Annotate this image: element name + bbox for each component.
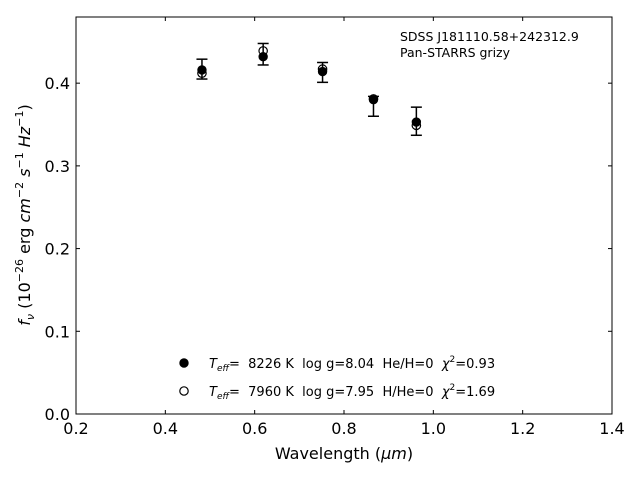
legend-marker-open: [179, 386, 189, 396]
legend-label-model-1: Teff= 8226 K log g=8.04 He/H=0 χ2=0.93: [209, 355, 495, 374]
data-points: [197, 46, 422, 131]
x-tick-label: 1.4: [599, 419, 624, 438]
x-tick-label: 0.2: [63, 419, 88, 438]
x-axis-label: Wavelength (μm): [275, 444, 413, 463]
x-tick-label: 1.0: [421, 419, 446, 438]
annotation-survey: Pan-STARRS grizy: [400, 45, 511, 60]
y-tick-label: 0.4: [45, 74, 70, 93]
legend-marker-filled: [179, 358, 189, 368]
legend-label-model-2: Teff= 7960 K log g=7.95 H/He=0 χ2=1.69: [209, 383, 495, 402]
model-point-filled: [368, 95, 379, 105]
annotation-object-name: SDSS J181110.58+242312.9: [400, 29, 579, 44]
x-tick-label: 1.2: [510, 419, 535, 438]
x-axis: 0.2 0.4 0.6 0.8 1.0 1.2 1.4: [63, 17, 625, 438]
y-axis-label: fν (10−26 erg cm−2 s−1 Hz−1): [13, 104, 37, 325]
x-tick-label: 0.8: [331, 419, 356, 438]
y-tick-label: 0.0: [45, 405, 70, 424]
y-tick-label: 0.3: [45, 157, 70, 176]
y-tick-label: 0.2: [45, 240, 70, 259]
y-axis: 0.0 0.1 0.2 0.3 0.4: [45, 74, 612, 424]
x-tick-label: 0.4: [153, 419, 178, 438]
model-point-filled: [411, 117, 422, 127]
model-point-filled: [317, 66, 328, 77]
model-point-filled: [197, 65, 207, 75]
y-tick-label: 0.1: [45, 322, 70, 341]
plot-area: [75, 16, 613, 415]
legend: Teff= 8226 K log g=8.04 He/H=0 χ2=0.93 T…: [179, 355, 495, 402]
x-tick-label: 0.6: [242, 419, 267, 438]
model-point-filled: [258, 52, 268, 62]
